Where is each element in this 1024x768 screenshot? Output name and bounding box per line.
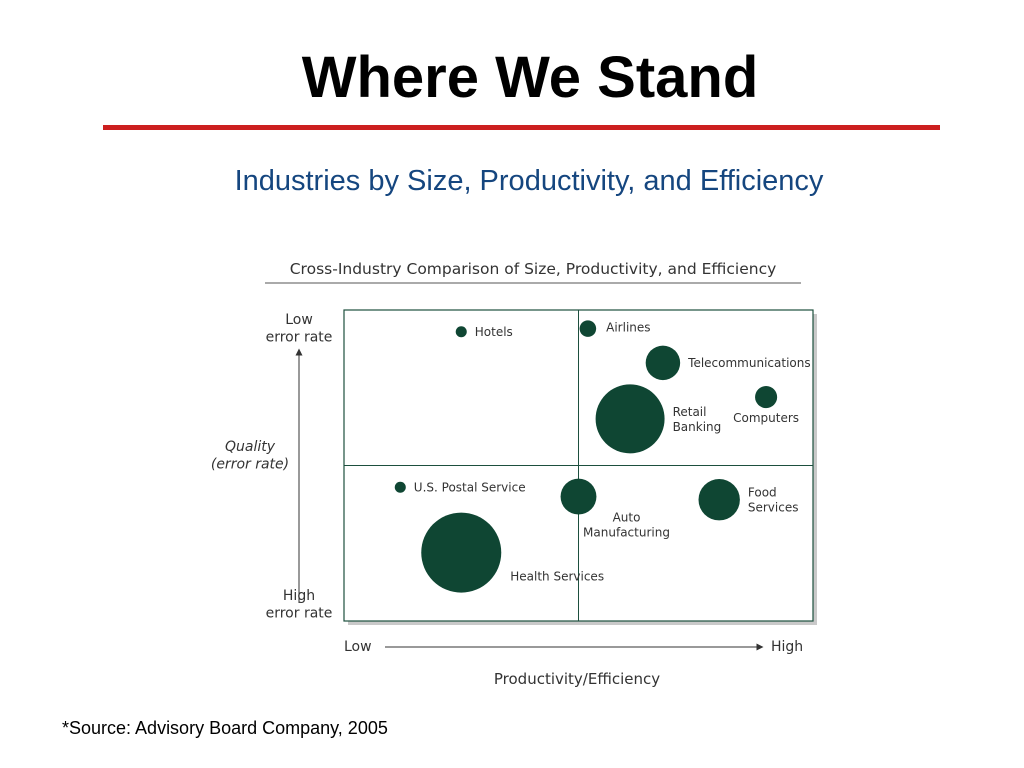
bubble-label-u-s-postal-service: U.S. Postal Service: [414, 480, 526, 494]
bubble-auto-manufacturing: [560, 478, 597, 515]
bubble-hotels: [455, 326, 467, 338]
title-divider: [103, 125, 940, 130]
bubble-retail-banking: [595, 384, 665, 454]
x-axis-high-label: High: [771, 639, 803, 655]
bubble-label-food-services: Food Services: [748, 486, 799, 515]
slide-subtitle: Industries by Size, Productivity, and Ef…: [234, 165, 824, 197]
slide-title: Where We Stand: [301, 45, 759, 110]
bubble-computers: [755, 386, 778, 409]
bubble-u-s-postal-service: [394, 481, 406, 493]
bubble-label-auto-manufacturing: Auto Manufacturing: [583, 511, 670, 540]
source-note: *Source: Advisory Board Company, 2005: [62, 718, 388, 738]
bubble-label-health-services: Health Services: [510, 570, 604, 584]
x-axis-low-label: Low: [344, 639, 372, 655]
x-axis-title: Productivity/Efficiency: [494, 670, 660, 688]
y-axis-bottom-label: High error rate: [266, 588, 333, 622]
bubble-label-telecommunications: Telecommunications: [687, 356, 810, 370]
y-axis-title: Quality (error rate): [211, 439, 289, 473]
chart-title: Cross-Industry Comparison of Size, Produ…: [290, 260, 777, 278]
y-axis-top-label: Low error rate: [266, 312, 333, 346]
bubble-label-airlines: Airlines: [606, 321, 650, 335]
bubble-label-hotels: Hotels: [475, 325, 513, 339]
bubble-food-services: [698, 479, 740, 521]
bubble-telecommunications: [645, 345, 681, 381]
bubble-label-computers: Computers: [733, 411, 799, 425]
bubble-airlines: [579, 320, 597, 337]
bubble-label-retail-banking: Retail Banking: [673, 405, 722, 434]
bubble-health-services: [421, 512, 502, 593]
